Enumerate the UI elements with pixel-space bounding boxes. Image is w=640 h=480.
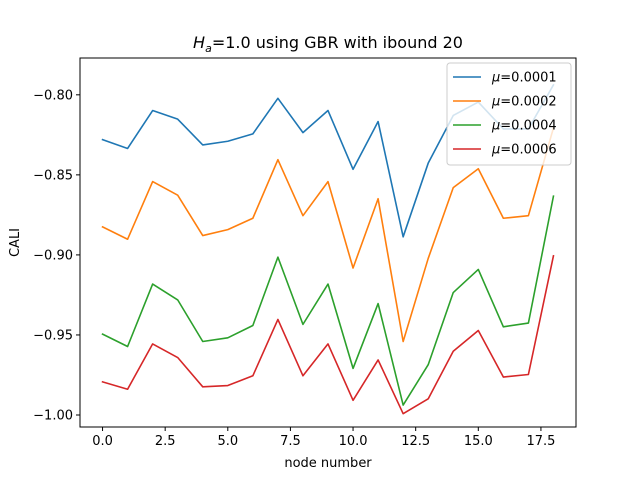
chart-title: Ha=1.0 using GBR with ibound 20 xyxy=(193,33,463,55)
y-tick-label: −0.85 xyxy=(33,168,73,183)
y-axis-label: CALI xyxy=(8,228,23,257)
x-tick-label: 12.5 xyxy=(401,434,430,449)
legend-label-1: μ=0.0002 xyxy=(491,95,557,110)
x-axis: 0.0 2.5 5.0 7.5 10.0 12.5 15.0 17.5 xyxy=(92,427,555,449)
series-line-1 xyxy=(101,126,555,343)
legend-label-value: =0.0001 xyxy=(500,71,556,86)
legend-label-3: μ=0.0006 xyxy=(491,143,557,158)
x-axis-label: node number xyxy=(284,456,372,471)
y-tick-label: −0.80 xyxy=(33,88,73,103)
y-tick-label: −0.90 xyxy=(33,248,73,263)
y-tick-label: −0.95 xyxy=(33,328,73,343)
y-axis: −0.80 −0.85 −0.90 −0.95 −1.00 xyxy=(33,88,80,423)
legend-label-value: =0.0002 xyxy=(500,95,556,110)
title-subscript: a xyxy=(205,42,212,55)
title-rest: =1.0 using GBR with ibound 20 xyxy=(212,33,463,52)
legend-label-value: =0.0004 xyxy=(500,119,556,134)
x-tick-label: 7.5 xyxy=(280,434,301,449)
x-tick-label: 2.5 xyxy=(155,434,176,449)
x-tick-label: 5.0 xyxy=(217,434,238,449)
legend-box xyxy=(446,62,572,166)
series-line-2 xyxy=(101,195,555,406)
x-tick-label: 17.5 xyxy=(526,434,555,449)
legend-label-value: =0.0006 xyxy=(500,143,556,158)
legend-label-symbol: μ xyxy=(491,71,500,86)
x-tick-label: 0.0 xyxy=(92,434,113,449)
legend-label-symbol: μ xyxy=(491,119,500,134)
title-main: H xyxy=(193,33,205,52)
y-tick-label: −1.00 xyxy=(33,408,73,423)
legend-label-symbol: μ xyxy=(491,143,500,158)
legend-label-2: μ=0.0004 xyxy=(491,119,557,134)
legend-label-symbol: μ xyxy=(491,95,500,110)
legend-label-0: μ=0.0001 xyxy=(491,71,557,86)
series-line-3 xyxy=(101,254,555,415)
x-tick-label: 15.0 xyxy=(464,434,493,449)
x-tick-label: 10.0 xyxy=(339,434,368,449)
plot-frame xyxy=(79,57,577,428)
